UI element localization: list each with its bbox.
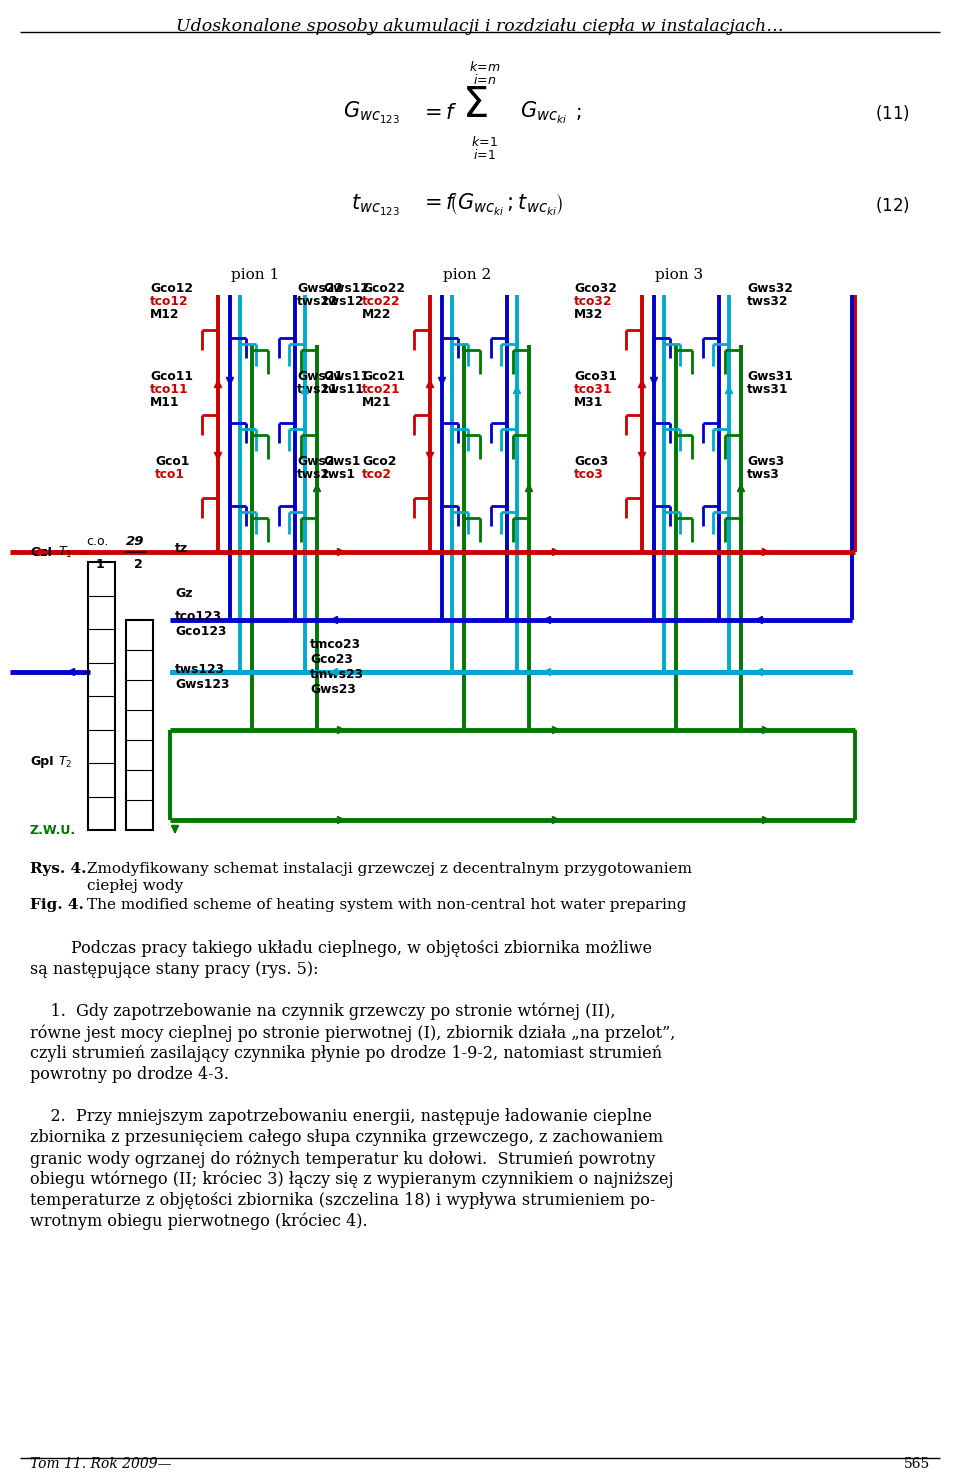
Text: M12: M12 (150, 308, 180, 320)
Text: Gws2: Gws2 (297, 455, 334, 468)
Text: Gco23: Gco23 (310, 652, 353, 666)
Text: $= f\!\left(G_{wc_{ki}}\,;t_{wc_{ki}}\right)$: $= f\!\left(G_{wc_{ki}}\,;t_{wc_{ki}}\ri… (420, 192, 564, 218)
Text: Fig. 4.: Fig. 4. (30, 897, 84, 912)
Text: Gws21: Gws21 (297, 370, 343, 382)
Text: równe jest mocy cieplnej po stronie pierwotnej (I), zbiornik działa „na przelot”: równe jest mocy cieplnej po stronie pier… (30, 1024, 676, 1042)
Text: Gws22: Gws22 (297, 282, 343, 295)
Text: Gco3: Gco3 (574, 455, 609, 468)
Text: tws31: tws31 (747, 382, 788, 396)
Text: tco123: tco123 (175, 610, 222, 623)
Text: Podczas pracy takiego układu cieplnego, w objętości zbiornika możliwe: Podczas pracy takiego układu cieplnego, … (30, 940, 652, 956)
Text: tws12: tws12 (323, 295, 365, 308)
Text: 29: 29 (126, 534, 144, 548)
Text: tmws23: tmws23 (310, 669, 364, 680)
Text: Gco32: Gco32 (574, 282, 617, 295)
Text: 2.  Przy mniejszym zapotrzebowaniu energii, następuje ładowanie cieplne: 2. Przy mniejszym zapotrzebowaniu energi… (30, 1108, 652, 1125)
Text: wrotnym obiegu pierwotnego (króciec 4).: wrotnym obiegu pierwotnego (króciec 4). (30, 1213, 368, 1231)
Text: $(11)$: $(11)$ (876, 103, 910, 123)
Text: Gco1: Gco1 (155, 455, 189, 468)
Text: tws2: tws2 (297, 468, 330, 481)
Text: M32: M32 (574, 308, 604, 320)
Text: tws22: tws22 (297, 295, 339, 308)
Text: tco2: tco2 (362, 468, 392, 481)
Text: Gws32: Gws32 (747, 282, 793, 295)
Text: tws32: tws32 (747, 295, 788, 308)
Text: obiegu wtórnego (II; króciec 3) łączy się z wypieranym czynnikiem o najniższej: obiegu wtórnego (II; króciec 3) łączy si… (30, 1170, 674, 1188)
Text: $= f$: $= f$ (420, 103, 458, 123)
Text: tmco23: tmco23 (310, 638, 361, 651)
Text: Gws31: Gws31 (747, 370, 793, 382)
Text: Gco31: Gco31 (574, 370, 617, 382)
Text: pion 1: pion 1 (230, 269, 279, 282)
Text: $t_{wc_{123}}$: $t_{wc_{123}}$ (351, 192, 400, 217)
Text: tco21: tco21 (362, 382, 400, 396)
Text: Udoskonalone sposoby akumulacji i rozdziału ciepła w instalacjach…: Udoskonalone sposoby akumulacji i rozdzi… (177, 18, 783, 35)
Text: Gco11: Gco11 (150, 370, 193, 382)
Text: $(12)$: $(12)$ (876, 195, 910, 215)
Text: 1: 1 (96, 558, 105, 571)
Text: tco31: tco31 (574, 382, 612, 396)
Text: tws3: tws3 (747, 468, 780, 481)
Text: czyli strumień zasilający czynnika płynie po drodze 1-9-2, natomiast strumień: czyli strumień zasilający czynnika płyni… (30, 1045, 662, 1063)
Text: tco3: tco3 (574, 468, 604, 481)
Text: $G_{wc_{123}}$: $G_{wc_{123}}$ (343, 100, 400, 125)
Text: $G_{wc_{ki}}$: $G_{wc_{ki}}$ (520, 100, 567, 125)
Text: 2: 2 (133, 558, 142, 571)
Text: Gws12: Gws12 (323, 282, 369, 295)
Text: tws21: tws21 (297, 382, 339, 396)
Text: 1.  Gdy zapotrzebowanie na czynnik grzewczy po stronie wtórnej (II),: 1. Gdy zapotrzebowanie na czynnik grzewc… (30, 1004, 615, 1020)
Text: Gws123: Gws123 (175, 677, 229, 691)
Text: są następujące stany pracy (rys. 5):: są następujące stany pracy (rys. 5): (30, 961, 319, 979)
Text: Gco2: Gco2 (362, 455, 396, 468)
Text: $i\!=\!n$: $i\!=\!n$ (473, 72, 497, 87)
Text: tz: tz (175, 542, 188, 555)
Text: M21: M21 (362, 396, 392, 409)
Text: powrotny po drodze 4-3.: powrotny po drodze 4-3. (30, 1066, 229, 1083)
Text: Gco22: Gco22 (362, 282, 405, 295)
Text: zbiornika z przesunięciem całego słupa czynnika grzewczego, z zachowaniem: zbiornika z przesunięciem całego słupa c… (30, 1129, 663, 1145)
Text: Gws1: Gws1 (323, 455, 360, 468)
Text: Z.W.U.: Z.W.U. (30, 824, 76, 837)
Text: 565: 565 (903, 1457, 930, 1472)
Text: Gws3: Gws3 (747, 455, 784, 468)
Text: M31: M31 (574, 396, 604, 409)
Text: M11: M11 (150, 396, 180, 409)
Text: pion 2: pion 2 (443, 269, 492, 282)
Text: Gws23: Gws23 (310, 683, 356, 697)
Text: tco22: tco22 (362, 295, 400, 308)
Text: GzI: GzI (30, 546, 52, 558)
Text: $\Sigma$: $\Sigma$ (462, 84, 488, 125)
Text: $i\!=\!1$: $i\!=\!1$ (473, 148, 496, 162)
Text: granic wody ogrzanej do różnych temperatur ku dołowi.  Strumień powrotny: granic wody ogrzanej do różnych temperat… (30, 1150, 656, 1168)
Text: Gz: Gz (175, 587, 193, 601)
Text: Gws11: Gws11 (323, 370, 369, 382)
Text: Gco123: Gco123 (175, 624, 227, 638)
Text: temperaturze z objętości zbiornika (szczelina 18) i wypływa strumieniem po-: temperaturze z objętości zbiornika (szcz… (30, 1193, 656, 1209)
Text: Tom 11. Rok 2009—: Tom 11. Rok 2009— (30, 1457, 172, 1472)
Bar (126, 620, 153, 830)
Text: ciepłej wody: ciepłej wody (87, 880, 183, 893)
Text: tco32: tco32 (574, 295, 612, 308)
Text: Gco12: Gco12 (150, 282, 193, 295)
Text: tws1: tws1 (323, 468, 356, 481)
Text: tco1: tco1 (155, 468, 185, 481)
Text: $;$: $;$ (575, 103, 581, 123)
Text: c.o.: c.o. (85, 534, 108, 548)
Text: $k\!=\!1$: $k\!=\!1$ (471, 134, 498, 149)
Text: pion 3: pion 3 (655, 269, 703, 282)
Text: tco11: tco11 (150, 382, 188, 396)
Text: GpI: GpI (30, 756, 54, 769)
Bar (88, 562, 115, 830)
Text: M22: M22 (362, 308, 392, 320)
Text: tws11: tws11 (323, 382, 365, 396)
Text: The modified scheme of heating system with non-central hot water preparing: The modified scheme of heating system wi… (87, 897, 686, 912)
Text: Zmodyfikowany schemat instalacji grzewczej z decentralnym przygotowaniem: Zmodyfikowany schemat instalacji grzewcz… (87, 862, 692, 875)
Text: Rys. 4.: Rys. 4. (30, 862, 86, 875)
Text: tws123: tws123 (175, 663, 226, 676)
Text: $T_2$: $T_2$ (58, 754, 72, 769)
Text: tco12: tco12 (150, 295, 188, 308)
Text: Gco21: Gco21 (362, 370, 405, 382)
Text: $k\!=\!m$: $k\!=\!m$ (469, 61, 501, 74)
Text: $T_1$: $T_1$ (58, 545, 72, 559)
